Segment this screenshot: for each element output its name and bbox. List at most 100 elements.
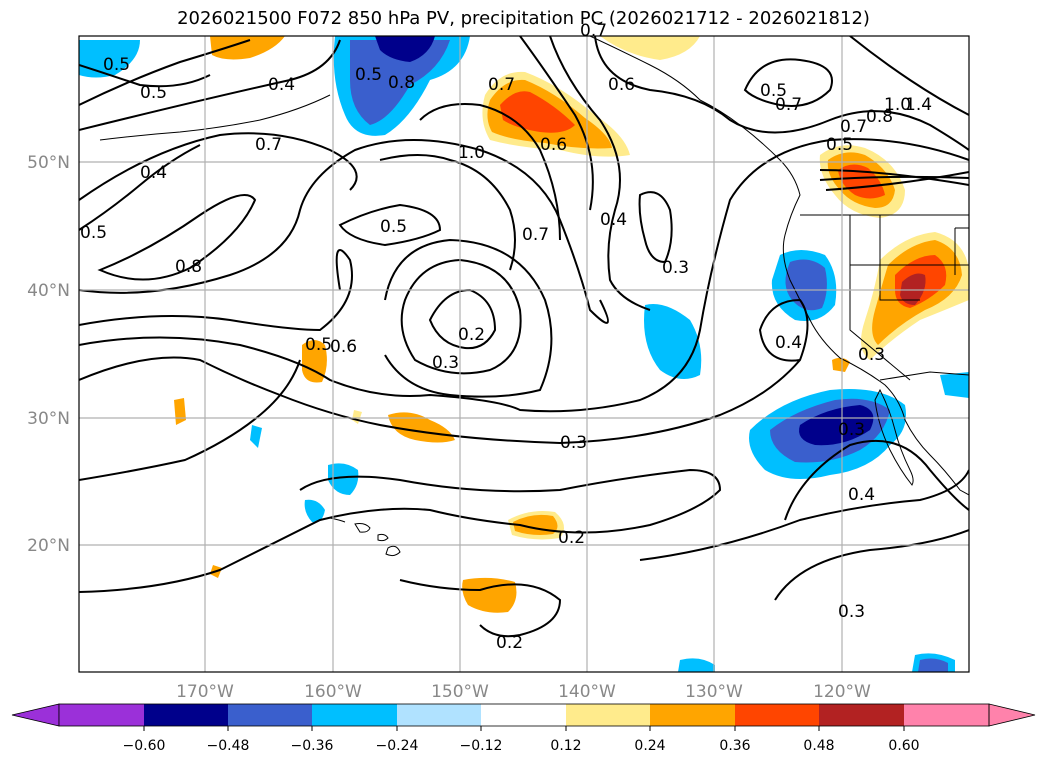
contour-label: 0.7 bbox=[522, 225, 549, 245]
colorbar-tick-label: −0.12 bbox=[460, 738, 503, 754]
neg-area-gulf-alaska-core bbox=[350, 40, 450, 125]
contour-label: 0.8 bbox=[388, 73, 415, 93]
contour-label: 0.5 bbox=[140, 83, 167, 103]
contour-label: 0.5 bbox=[103, 55, 130, 75]
pos-area-west bbox=[302, 340, 327, 383]
contour-label: 0.4 bbox=[848, 485, 875, 505]
lat-label: 30°N bbox=[27, 409, 70, 429]
pos-area-nw-top2 bbox=[600, 36, 700, 60]
coastlines bbox=[99, 36, 969, 557]
neg-area-south-1 bbox=[678, 658, 715, 672]
pv-contours bbox=[79, 36, 969, 638]
hawaii-1 bbox=[329, 517, 346, 523]
contour-label: 0.5 bbox=[80, 223, 107, 243]
contour-label: 0.3 bbox=[560, 433, 587, 453]
hawaii-2 bbox=[354, 523, 371, 533]
colorbar-segment bbox=[819, 704, 904, 726]
colorbar-tick-label: 0.60 bbox=[888, 738, 919, 754]
pos-area-sw-rockies bbox=[832, 357, 850, 372]
colorbar-over-arrow bbox=[988, 703, 1036, 727]
mexico-border bbox=[879, 371, 969, 381]
colorbar-segment bbox=[735, 704, 819, 726]
lat-label: 40°N bbox=[27, 281, 70, 301]
contour-label: 0.6 bbox=[608, 75, 635, 95]
lon-labels: 170°W 160°W 150°W 140°W 130°W 120°W bbox=[176, 682, 871, 702]
contour-label: 0.5 bbox=[305, 335, 332, 355]
colorbar-segment bbox=[397, 704, 481, 726]
lon-label: 140°W bbox=[558, 682, 616, 702]
colorbar-segment bbox=[566, 704, 650, 726]
aleutians bbox=[99, 94, 331, 141]
neg-area-south-2-core bbox=[918, 658, 948, 672]
contour-label: 0.4 bbox=[775, 333, 802, 353]
neg-area-oregon-core bbox=[785, 259, 827, 311]
colorbar-tick-label: −0.24 bbox=[376, 738, 419, 754]
contour-label: 0.5 bbox=[380, 217, 407, 237]
contour-label: 0.5 bbox=[760, 81, 787, 101]
contour-label: 0.4 bbox=[268, 75, 295, 95]
contour-label: 0.8 bbox=[866, 107, 893, 127]
contour-label: 0.4 bbox=[600, 210, 627, 230]
colorbar-segment bbox=[228, 704, 312, 726]
contour-label: 0.2 bbox=[558, 528, 585, 548]
contour-label: 0.5 bbox=[355, 65, 382, 85]
state-border-2 bbox=[849, 265, 911, 381]
state-border-3 bbox=[879, 215, 920, 301]
colorbar: −0.60 −0.48 −0.36 −0.24 −0.12 0.12 0.24 … bbox=[11, 703, 1036, 754]
lat-label: 20°N bbox=[27, 536, 70, 556]
pos-area-south-far bbox=[462, 577, 517, 613]
neg-area-offshore bbox=[644, 304, 702, 379]
contour-label: 0.2 bbox=[496, 633, 523, 653]
lon-label: 130°W bbox=[685, 682, 743, 702]
colorbar-tick-label: 0.24 bbox=[634, 738, 665, 754]
colorbar-tick-label: 0.36 bbox=[719, 738, 750, 754]
map-frame bbox=[78, 35, 970, 673]
north-america-coast bbox=[589, 36, 969, 496]
contour-label: 0.5 bbox=[826, 135, 853, 155]
colorbar-segment bbox=[650, 704, 735, 726]
lat-labels: 50°N 40°N 30°N 20°N bbox=[27, 153, 70, 556]
neg-area-gulf-alaska-peak bbox=[375, 36, 435, 62]
lon-label: 170°W bbox=[176, 682, 234, 702]
hawaii-4 bbox=[385, 545, 401, 557]
contour-label: 0.6 bbox=[540, 135, 567, 155]
contour-label: 0.7 bbox=[255, 135, 282, 155]
colorbar-frame bbox=[58, 703, 990, 727]
gridlines bbox=[79, 36, 969, 672]
neg-area-nw bbox=[79, 40, 140, 78]
lon-label: 150°W bbox=[431, 682, 489, 702]
colorbar-tick-label: −0.60 bbox=[123, 738, 166, 754]
contour-label: 0.3 bbox=[662, 258, 689, 278]
contour-label: 0.3 bbox=[858, 345, 885, 365]
map-title: 2026021500 F072 850 hPa PV, precipitatio… bbox=[177, 8, 870, 29]
contour-label: 1.4 bbox=[905, 95, 932, 115]
lat-label: 50°N bbox=[27, 153, 70, 173]
neg-area-east bbox=[940, 372, 969, 398]
colorbar-under-arrow bbox=[11, 703, 60, 727]
colorbar-tick-label: −0.36 bbox=[291, 738, 334, 754]
lon-label: 160°W bbox=[304, 682, 362, 702]
contour-label: 0.4 bbox=[140, 163, 167, 183]
colorbar-ticks bbox=[143, 726, 905, 731]
colorbar-segment bbox=[59, 704, 144, 726]
pos-area-nw-top bbox=[210, 36, 285, 60]
contour-label: 0.2 bbox=[458, 325, 485, 345]
contour-label: 0.7 bbox=[580, 21, 607, 41]
contour-label: 0.7 bbox=[775, 95, 802, 115]
colorbar-segment bbox=[481, 704, 566, 726]
baja bbox=[874, 388, 914, 486]
colorbar-tick-label: 0.48 bbox=[803, 738, 834, 754]
colorbar-segment bbox=[144, 704, 228, 726]
hawaii-3 bbox=[377, 533, 389, 542]
colorbar-tick-label: 0.12 bbox=[550, 738, 581, 754]
colorbar-segment bbox=[312, 704, 397, 726]
contour-label: 0.6 bbox=[330, 337, 357, 357]
contour-label: 1.0 bbox=[458, 143, 485, 163]
pos-area-rockies-peak bbox=[900, 273, 926, 305]
contour-labels: 0.5 0.5 0.4 0.4 0.7 0.8 0.5 1.0 0.6 0.7 … bbox=[80, 21, 932, 653]
precip-shading bbox=[79, 36, 969, 672]
contour-label: 0.3 bbox=[838, 602, 865, 622]
contour-label: 0.3 bbox=[838, 420, 865, 440]
pos-area-bc-core bbox=[838, 164, 885, 199]
state-border-4 bbox=[954, 227, 969, 275]
